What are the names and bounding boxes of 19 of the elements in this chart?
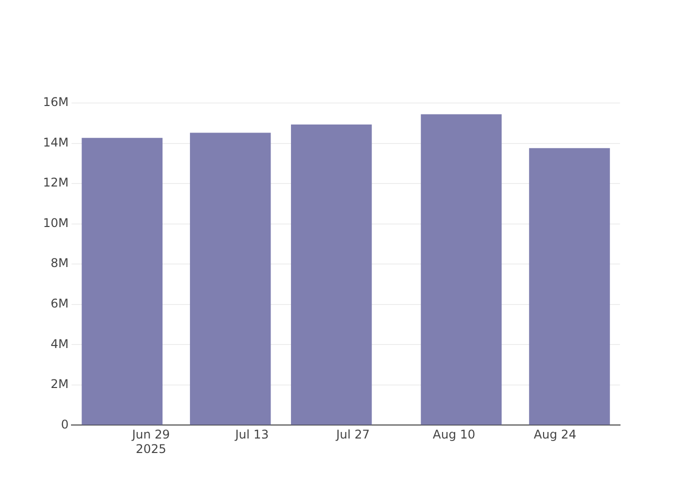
y-tick-label: 8M xyxy=(50,256,69,270)
bar xyxy=(82,138,163,425)
y-tick-label: 16M xyxy=(43,95,69,110)
y-tick-label: 12M xyxy=(43,176,69,190)
y-tick-label: 14M xyxy=(43,135,69,150)
y-tick-label: 6M xyxy=(50,296,69,310)
bar xyxy=(290,124,372,425)
bar xyxy=(190,132,271,425)
y-tick-label: 4M xyxy=(50,336,69,351)
x-tick-label: Jul 27 xyxy=(335,428,370,442)
y-tick-label: 0 xyxy=(60,417,69,432)
bar xyxy=(420,114,502,425)
x-tick-label: Jul 13 xyxy=(234,428,269,442)
y-tick-label: 10M xyxy=(43,216,69,230)
x-tick-label: Aug 24 xyxy=(534,428,576,442)
bar xyxy=(529,148,610,425)
x-tick-label: Jun 29 2025 xyxy=(131,428,170,456)
y-tick-label: 2M xyxy=(50,377,69,392)
x-tick-label: Aug 10 xyxy=(432,428,476,442)
